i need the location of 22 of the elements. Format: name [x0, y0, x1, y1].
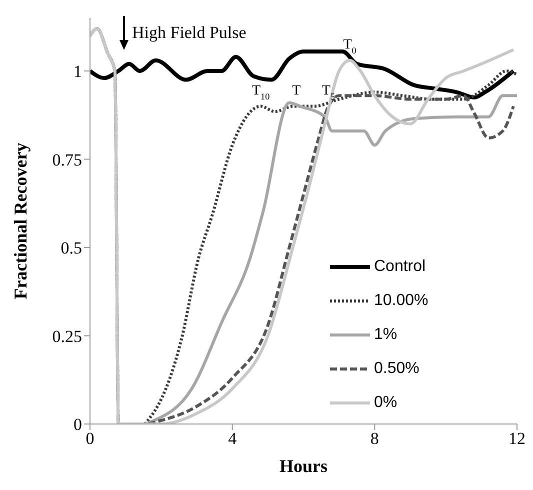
y-tick-label: 0	[74, 415, 82, 434]
legend-label: 1%	[374, 326, 398, 344]
x-tick-label: 0	[86, 429, 94, 448]
x-tick-label: 4	[228, 429, 238, 448]
annotation: High Field Pulse	[132, 23, 246, 42]
y-tick-label: 1	[74, 62, 82, 81]
y-tick-label: 0.5	[60, 238, 82, 258]
annotation: T$_{0}$	[343, 37, 357, 56]
annotation: T	[292, 83, 302, 98]
legend-label: Control	[374, 258, 426, 276]
annotation: T$_{10}$	[252, 83, 270, 102]
legend-label: 10.00%	[374, 292, 428, 310]
line-series	[90, 50, 516, 100]
annotation: T$_{5}$	[322, 83, 336, 102]
y-tick-label: 0.75	[52, 150, 82, 170]
x-axis-title: Hours	[279, 456, 328, 476]
y-tick-label: 0.25	[52, 326, 82, 346]
x-tick-label: 12	[508, 429, 526, 448]
x-tick-label: 8	[370, 429, 379, 448]
legend-label: 0%	[374, 394, 398, 412]
legend-label: 0.50%	[374, 360, 420, 378]
y-axis-title: Fractional Recovery	[10, 142, 30, 300]
